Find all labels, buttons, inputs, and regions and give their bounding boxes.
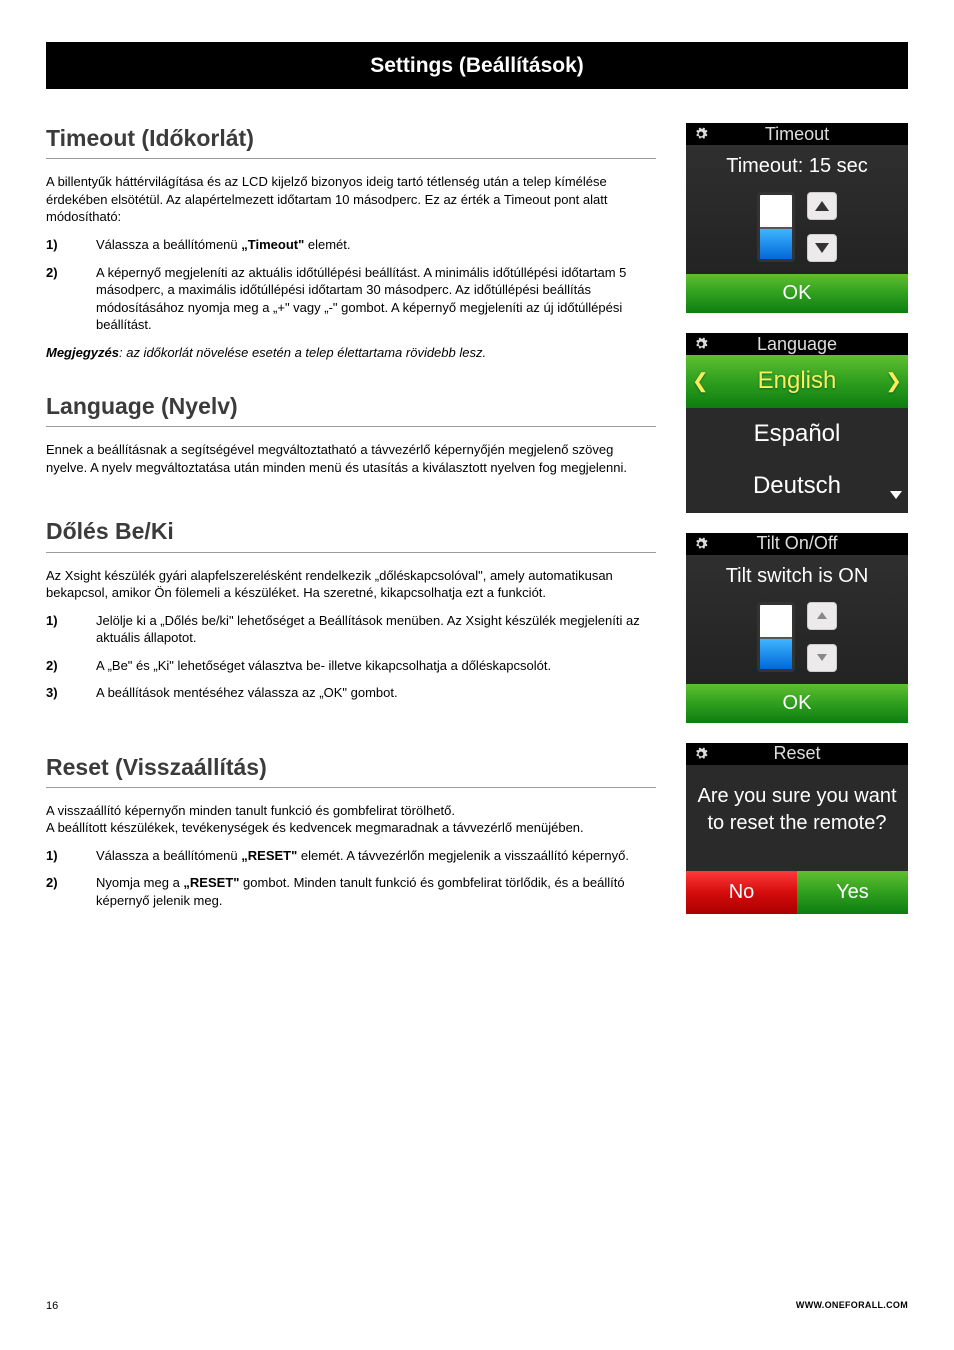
section-title-language: Language (Nyelv): [46, 391, 656, 427]
section-title-reset: Reset (Visszaállítás): [46, 752, 656, 788]
page-footer: 16 WWW.ONEFORALL.COM: [46, 1299, 908, 1314]
tilt-intro: Az Xsight készülék gyári alapfelszerelés…: [46, 567, 656, 602]
language-option-english[interactable]: ❮ English ❯: [686, 355, 908, 407]
main-text-column: Timeout (Időkorlát) A billentyűk háttérv…: [46, 123, 656, 939]
screen-reset: Reset Are you sure you want to reset the…: [686, 743, 908, 914]
tilt-up-button[interactable]: [807, 602, 837, 630]
reset-line1: A visszaállító képernyőn minden tanult f…: [46, 802, 656, 820]
screen-language-title: Language: [686, 332, 908, 356]
reset-yes-button[interactable]: Yes: [797, 871, 908, 914]
section-language: Language (Nyelv) Ennek a beállításnak a …: [46, 391, 656, 476]
page-number: 16: [46, 1299, 58, 1314]
scroll-down-icon: [890, 476, 902, 508]
reset-no-button[interactable]: No: [686, 871, 797, 914]
timeout-note: Megjegyzés: az időkorlát növelése esetén…: [46, 344, 656, 362]
tilt-step-1: 1) Jelölje ki a „Dőlés be/ki" lehetősége…: [46, 612, 656, 647]
screen-language: Language ❮ English ❯ Español Deutsch: [686, 333, 908, 512]
timeout-slider[interactable]: [757, 192, 795, 262]
page-title-bar: Settings (Beállítások): [46, 42, 908, 89]
footer-url: WWW.ONEFORALL.COM: [796, 1299, 908, 1314]
device-previews-column: Timeout Timeout: 15 sec OK: [686, 123, 908, 939]
section-reset: Reset (Visszaállítás) A visszaállító kép…: [46, 752, 656, 910]
timeout-down-button[interactable]: [807, 234, 837, 262]
tilt-slider[interactable]: [757, 602, 795, 672]
tilt-status-text: Tilt switch is ON: [686, 555, 908, 596]
section-timeout: Timeout (Időkorlát) A billentyűk háttérv…: [46, 123, 656, 361]
language-text: Ennek a beállításnak a segítségével megv…: [46, 441, 656, 476]
reset-question: Are you sure you want to reset the remot…: [686, 765, 908, 871]
section-title-timeout: Timeout (Időkorlát): [46, 123, 656, 159]
tilt-ok-button[interactable]: OK: [686, 684, 908, 723]
tilt-step-2: 2) A „Be" és „Ki" lehetőséget választva …: [46, 657, 656, 675]
language-option-espanol[interactable]: Español: [686, 408, 908, 460]
timeout-step-1: 1) Válassza a beállítómenü „Timeout" ele…: [46, 236, 656, 254]
reset-line2: A beállított készülékek, tevékenységek é…: [46, 819, 656, 837]
timeout-intro: A billentyűk háttérvilágítása és az LCD …: [46, 173, 656, 226]
timeout-status-text: Timeout: 15 sec: [686, 145, 908, 186]
reset-step-2: 2) Nyomja meg a „RESET" gombot. Minden t…: [46, 874, 656, 909]
screen-tilt: Tilt On/Off Tilt switch is ON OK: [686, 533, 908, 723]
language-option-deutsch[interactable]: Deutsch: [686, 460, 908, 512]
screen-timeout-title: Timeout: [686, 122, 908, 146]
tilt-down-button[interactable]: [807, 644, 837, 672]
screen-tilt-title: Tilt On/Off: [686, 531, 908, 555]
chevron-left-icon: ❮: [692, 368, 709, 395]
timeout-ok-button[interactable]: OK: [686, 274, 908, 313]
screen-timeout: Timeout Timeout: 15 sec OK: [686, 123, 908, 313]
tilt-step-3: 3) A beállítások mentéséhez válassza az …: [46, 684, 656, 702]
reset-step-1: 1) Válassza a beállítómenü „RESET" elemé…: [46, 847, 656, 865]
chevron-right-icon: ❯: [885, 368, 902, 395]
section-title-tilt: Dőlés Be/Ki: [46, 516, 656, 552]
screen-reset-title: Reset: [686, 741, 908, 765]
section-tilt: Dőlés Be/Ki Az Xsight készülék gyári ala…: [46, 516, 656, 701]
timeout-up-button[interactable]: [807, 192, 837, 220]
timeout-step-2: 2) A képernyő megjeleníti az aktuális id…: [46, 264, 656, 334]
